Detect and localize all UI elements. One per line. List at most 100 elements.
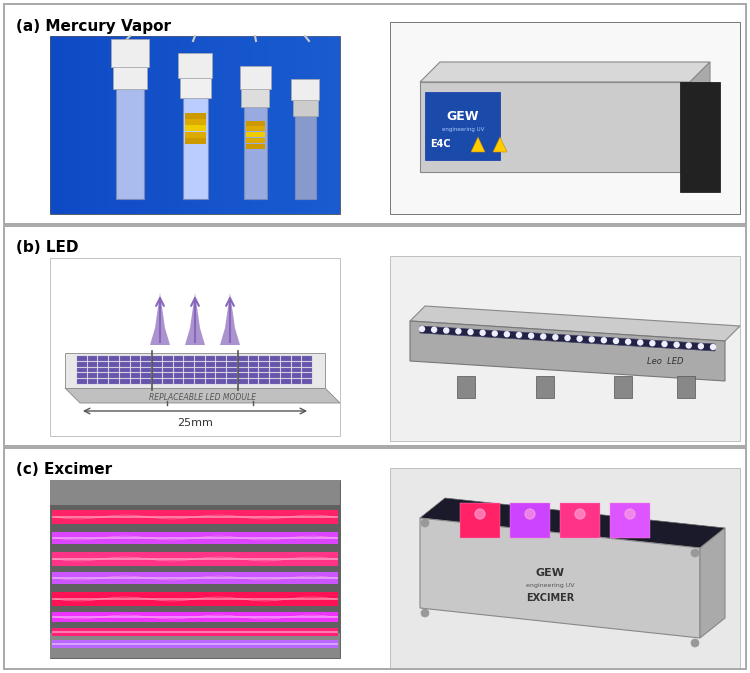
Bar xyxy=(110,374,119,378)
Bar xyxy=(52,643,338,645)
Bar xyxy=(260,356,269,361)
Bar xyxy=(116,89,144,199)
Bar xyxy=(246,126,265,131)
Bar xyxy=(195,379,205,384)
Polygon shape xyxy=(410,321,725,381)
Circle shape xyxy=(525,509,535,519)
Bar xyxy=(184,362,194,367)
Bar xyxy=(166,36,181,214)
Bar xyxy=(184,374,194,378)
Bar xyxy=(246,120,265,126)
Bar xyxy=(560,503,600,538)
Bar xyxy=(130,356,140,361)
Bar xyxy=(4,448,746,669)
Bar xyxy=(246,138,265,143)
Bar xyxy=(50,36,64,214)
Bar xyxy=(280,362,290,367)
Bar xyxy=(130,379,140,384)
Bar xyxy=(173,367,183,372)
Bar xyxy=(614,376,632,398)
Bar xyxy=(227,367,237,372)
Bar xyxy=(206,367,215,372)
Bar xyxy=(163,362,172,367)
Circle shape xyxy=(529,333,534,339)
Bar xyxy=(77,362,87,367)
Bar xyxy=(253,36,268,214)
Bar xyxy=(88,356,98,361)
Bar xyxy=(217,356,226,361)
Bar xyxy=(52,592,338,606)
Bar xyxy=(183,98,208,199)
Bar xyxy=(420,82,690,172)
Bar xyxy=(52,516,338,518)
Bar xyxy=(280,356,290,361)
Bar xyxy=(120,379,130,384)
Bar xyxy=(111,39,149,67)
Bar xyxy=(249,362,258,367)
Bar xyxy=(52,612,338,622)
Circle shape xyxy=(504,332,509,336)
Bar xyxy=(510,503,550,538)
Circle shape xyxy=(578,336,582,341)
Bar xyxy=(184,367,194,372)
Bar xyxy=(227,362,237,367)
Polygon shape xyxy=(420,518,700,638)
Bar xyxy=(52,577,338,579)
Bar xyxy=(120,374,130,378)
Circle shape xyxy=(444,328,448,333)
Bar xyxy=(181,36,195,214)
Text: GEW: GEW xyxy=(536,568,565,578)
Bar xyxy=(244,107,267,199)
Circle shape xyxy=(480,330,485,335)
Bar xyxy=(52,558,338,560)
Bar xyxy=(110,379,119,384)
Circle shape xyxy=(625,509,635,519)
Bar xyxy=(206,374,215,378)
Bar xyxy=(302,374,312,378)
Bar xyxy=(217,367,226,372)
Polygon shape xyxy=(700,528,725,638)
Bar xyxy=(302,379,312,384)
Bar xyxy=(292,367,302,372)
Bar xyxy=(195,374,205,378)
Bar xyxy=(50,480,340,658)
Polygon shape xyxy=(65,353,325,388)
Bar xyxy=(120,367,130,372)
Bar xyxy=(246,144,265,149)
Bar xyxy=(77,367,87,372)
Bar xyxy=(88,367,98,372)
Bar xyxy=(195,362,205,367)
Bar xyxy=(270,374,280,378)
Bar xyxy=(268,36,282,214)
Bar xyxy=(98,379,108,384)
Bar xyxy=(227,374,237,378)
Bar xyxy=(122,36,137,214)
Circle shape xyxy=(686,343,692,348)
Text: REPLACEABLE LED MODULE: REPLACEABLE LED MODULE xyxy=(149,394,256,402)
Text: 25mm: 25mm xyxy=(177,418,213,428)
Polygon shape xyxy=(185,293,205,345)
Bar xyxy=(238,356,248,361)
Bar xyxy=(141,356,151,361)
Bar xyxy=(280,374,290,378)
Circle shape xyxy=(541,334,546,339)
Bar xyxy=(217,379,226,384)
Bar xyxy=(457,376,475,398)
Bar xyxy=(52,537,338,539)
Bar xyxy=(4,4,746,224)
Bar xyxy=(52,572,338,584)
Bar xyxy=(152,356,162,361)
Bar xyxy=(302,367,312,372)
Circle shape xyxy=(553,334,558,340)
Text: EXCIMER: EXCIMER xyxy=(526,593,574,603)
Circle shape xyxy=(590,337,594,342)
Bar xyxy=(79,36,94,214)
Bar xyxy=(50,480,340,505)
Bar xyxy=(98,374,108,378)
Bar xyxy=(88,362,98,367)
Bar xyxy=(163,367,172,372)
Polygon shape xyxy=(410,306,740,341)
Text: engineering UV: engineering UV xyxy=(526,583,574,588)
Bar xyxy=(52,640,338,648)
Bar xyxy=(52,552,338,566)
